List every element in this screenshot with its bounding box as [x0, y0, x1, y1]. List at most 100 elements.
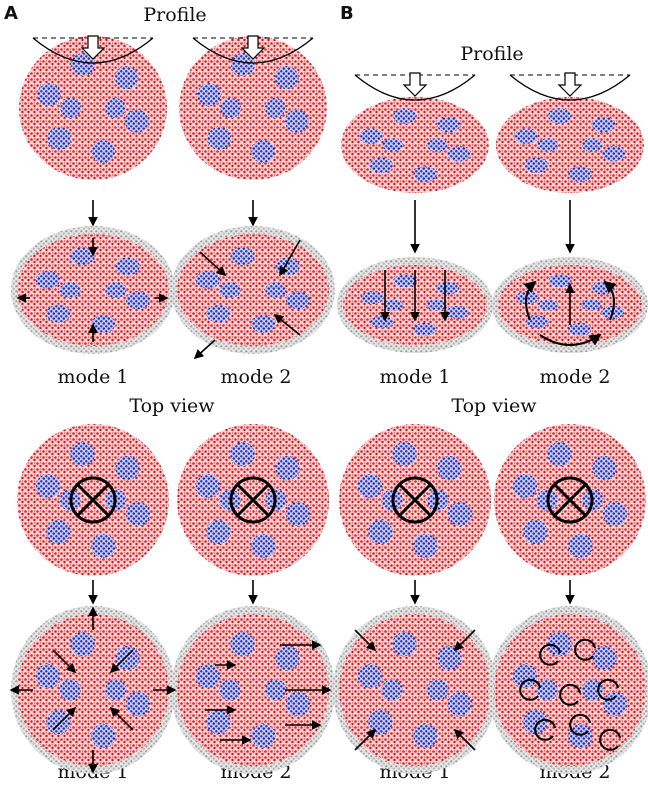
mode-label: mode 1 [58, 366, 129, 388]
blue-subunit [602, 146, 626, 161]
blue-subunit [413, 534, 437, 558]
blue-subunit [36, 271, 60, 289]
panel-label: A [4, 3, 18, 24]
blue-subunit [603, 692, 627, 716]
blue-subunit [46, 520, 70, 544]
blue-subunit [525, 158, 549, 173]
blue-subunit [436, 282, 459, 295]
blue-subunit [91, 724, 115, 748]
blue-subunit [251, 534, 275, 558]
blue-subunit [196, 664, 220, 688]
blue-subunit [568, 724, 592, 748]
protein-shell [496, 97, 644, 193]
blue-subunit [115, 66, 139, 89]
blue-subunit [285, 110, 309, 133]
blue-subunit [368, 710, 392, 734]
blue-subunit [91, 315, 115, 333]
blue-subunit [275, 66, 299, 89]
blue-subunit [105, 679, 126, 700]
blue-subunit [196, 271, 220, 289]
blue-subunit [70, 632, 94, 656]
blue-subunit [513, 474, 537, 498]
blue-subunit [286, 692, 310, 716]
blue-subunit [60, 98, 81, 118]
blue-subunit [383, 299, 403, 310]
blue-subunit [448, 692, 472, 716]
blue-subunit [448, 502, 472, 526]
blue-subunit [568, 323, 591, 336]
protein-shell [341, 97, 489, 193]
blue-subunit [427, 138, 448, 151]
blue-subunit [548, 108, 572, 123]
blue-subunit [394, 274, 417, 287]
blue-subunit [368, 520, 392, 544]
blue-subunit [592, 646, 616, 670]
blue-subunit [370, 158, 394, 173]
blue-subunit [537, 138, 558, 151]
blue-subunit [105, 282, 126, 298]
blue-subunit [514, 129, 538, 144]
blue-subunit [358, 474, 382, 498]
blue-subunit [230, 632, 254, 656]
blue-subunit [251, 724, 275, 748]
blue-subunit [437, 456, 461, 480]
blue-subunit [286, 502, 310, 526]
blue-subunit [70, 247, 94, 265]
protein-shell [494, 614, 646, 766]
blue-subunit [513, 664, 537, 688]
blue-subunit [413, 323, 436, 336]
blue-subunit [126, 502, 150, 526]
blue-subunit [37, 83, 61, 106]
blue-subunit [382, 138, 403, 151]
arrow [195, 340, 215, 358]
blue-subunit [91, 140, 115, 163]
blue-subunit [592, 117, 616, 132]
blue-subunit [220, 98, 241, 118]
blue-subunit [446, 306, 469, 319]
panel-label: B [340, 3, 354, 24]
blue-subunit [105, 98, 126, 118]
blue-subunit [115, 257, 139, 275]
mode-label: mode 2 [221, 366, 292, 388]
blue-subunit [70, 442, 94, 466]
blue-subunit [275, 646, 299, 670]
blue-subunit [265, 679, 286, 700]
blue-subunit [46, 305, 70, 323]
blue-subunit [275, 257, 299, 275]
blue-subunit [549, 274, 572, 287]
blue-subunit [523, 520, 547, 544]
blue-subunit [60, 679, 81, 700]
protein-shell [17, 614, 169, 766]
blue-subunit [392, 442, 416, 466]
blue-subunit [206, 520, 230, 544]
blue-subunit [60, 282, 81, 298]
blue-subunit [265, 282, 286, 298]
blue-subunit [603, 502, 627, 526]
blue-subunit [413, 724, 437, 748]
blue-subunit [91, 534, 115, 558]
blue-subunit [125, 110, 149, 133]
blue-subunit [537, 679, 558, 700]
push-arrow [559, 73, 581, 96]
blue-subunit [361, 291, 384, 304]
blue-subunit [230, 247, 254, 265]
blue-subunit [359, 129, 383, 144]
blue-subunit [196, 474, 220, 498]
blue-subunit [427, 299, 447, 310]
blue-subunit [48, 127, 72, 150]
section-title: Profile [143, 4, 206, 26]
blue-subunit [427, 679, 448, 700]
blue-subunit [206, 710, 230, 734]
section-title: Top view [129, 395, 215, 417]
blue-subunit [568, 534, 592, 558]
protein-shell [177, 234, 329, 346]
blue-subunit [392, 632, 416, 656]
blue-subunit [568, 166, 592, 181]
blue-subunit [371, 315, 394, 328]
blue-subunit [437, 117, 461, 132]
blue-subunit [126, 291, 150, 309]
figure: A B Profile Profile Top view Top view mo… [0, 0, 648, 787]
blue-subunit [538, 299, 558, 310]
blue-subunit [208, 127, 232, 150]
blue-subunit [36, 474, 60, 498]
